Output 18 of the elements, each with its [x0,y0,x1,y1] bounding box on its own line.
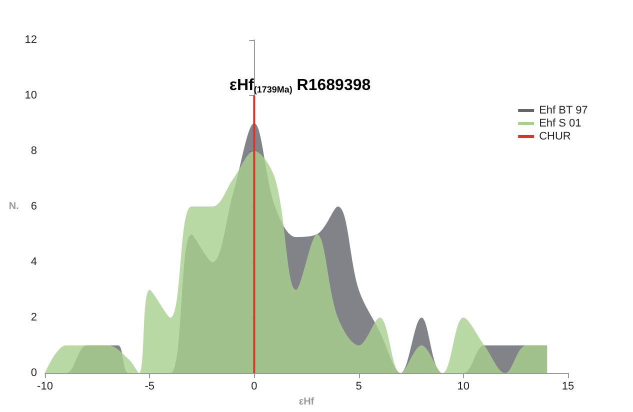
legend-label: Ehf BT 97 [539,104,588,116]
y-tick-label: 6 [30,200,37,213]
x-tick-label: 5 [356,380,362,393]
y-tick-label: 8 [30,145,37,158]
x-tick-label: 15 [562,380,574,393]
y-tick-label: 10 [24,90,37,102]
legend-label: CHUR [539,130,571,142]
y-axis-title: N. [8,201,20,212]
x-tick-label: -10 [37,380,53,393]
x-tick-label: 10 [457,380,470,393]
y-tick-label: 0 [30,367,37,380]
x-axis-title: εHf [298,396,315,408]
y-tick-label: 4 [30,256,37,268]
x-tick-label: 0 [251,380,258,393]
x-tick-label: -5 [144,380,154,393]
legend-label: Ehf S 01 [539,118,582,130]
y-tick-label: 12 [24,34,37,46]
y-tick-label: 2 [30,312,37,324]
